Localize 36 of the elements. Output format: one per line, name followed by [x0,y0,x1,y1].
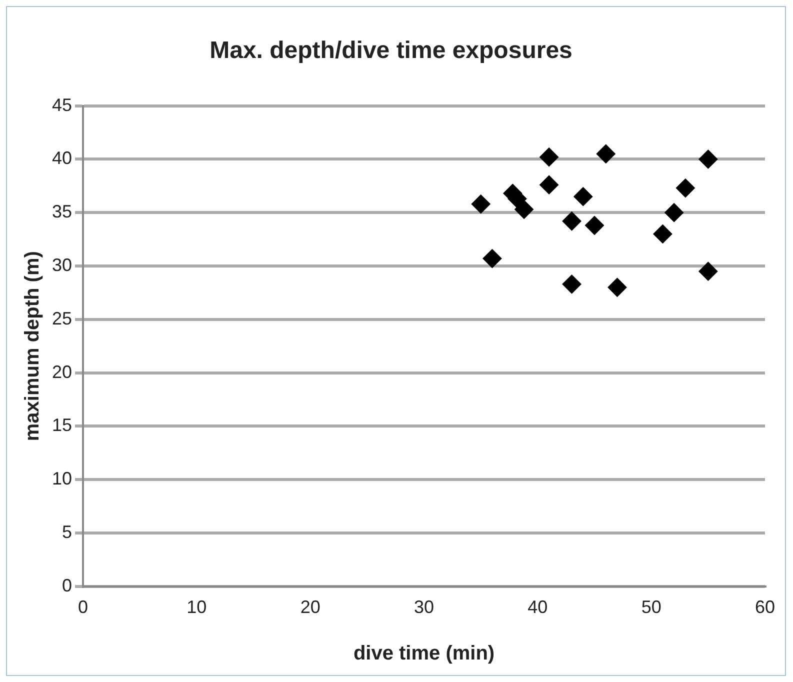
y-tick-label: 45 [52,94,72,115]
x-tick-label: 10 [186,597,207,618]
x-axis-title: dive time (min) [353,642,495,665]
y-tick-label: 30 [52,254,72,275]
point [562,212,582,231]
point [471,194,490,214]
point [664,203,684,222]
point [562,274,582,294]
point [608,278,627,297]
point [574,187,593,206]
x-tick-label: 40 [528,597,548,618]
point [676,178,695,198]
y-tick-label: 10 [52,468,72,489]
y-tick-label: 15 [52,415,72,436]
x-tick-label: 50 [641,597,662,618]
point [482,249,502,268]
y-tick-label: 20 [52,362,72,382]
point [585,216,604,235]
x-tick-label: 60 [754,597,776,618]
x-tick-label: 30 [414,597,434,618]
y-tick-label: 25 [52,308,72,328]
y-tick-label: 40 [52,148,72,168]
point [540,175,559,194]
point [698,150,718,169]
point [514,200,534,219]
y-tick-label: 35 [52,202,72,222]
y-axis-title: maximum depth (m) [22,251,44,442]
point [540,148,559,167]
y-tick-label: 0 [62,575,72,596]
point [596,144,616,164]
point [653,224,672,244]
point [698,262,718,281]
x-tick-label: 0 [78,597,88,618]
y-tick-label: 5 [62,522,72,542]
x-tick-label: 20 [300,597,320,618]
chart-title: Max. depth/dive time exposures [210,37,572,64]
